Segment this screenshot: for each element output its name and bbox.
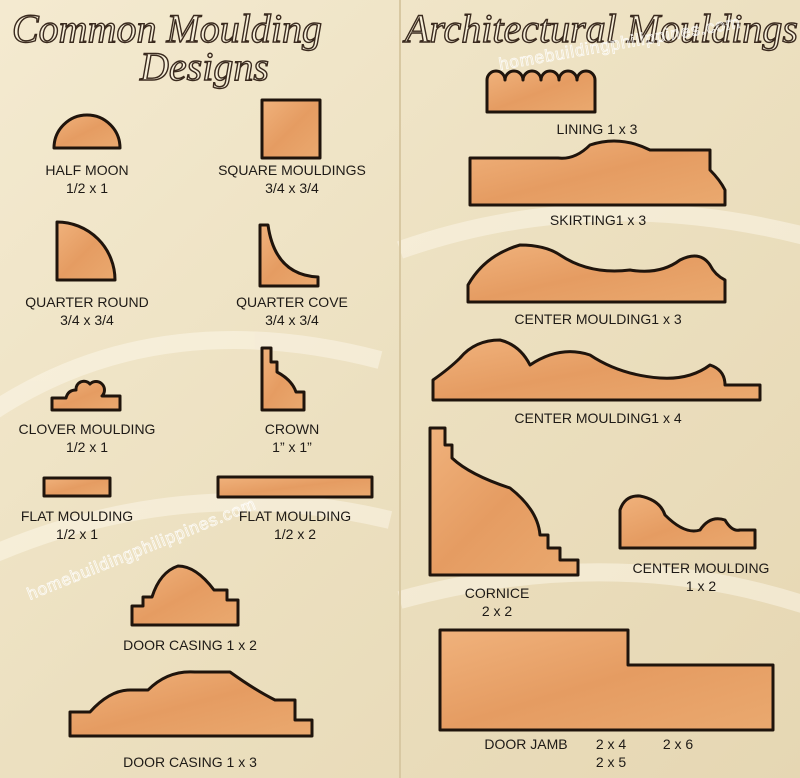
left-title: Designs — [139, 44, 269, 89]
item-name: DOOR CASING 1 x 2 — [123, 637, 257, 653]
item-size: 3/4 x 3/4 — [265, 180, 319, 196]
item-name: CENTER MOULDING — [633, 560, 770, 576]
left-title: Common Moulding — [12, 6, 322, 51]
item-name: DOOR CASING 1 x 3 — [123, 754, 257, 770]
item-name: CORNICE — [465, 585, 530, 601]
shapes — [42, 69, 775, 738]
item-size: 3/4 x 3/4 — [60, 312, 114, 328]
item-size: 2 x 6 — [663, 736, 694, 752]
item-name: FLAT MOULDING — [239, 508, 351, 524]
item-name: SKIRTING1 x 3 — [550, 212, 646, 228]
right-title: Architectural Mouldings — [402, 6, 798, 51]
item-name: SQUARE MOULDINGS — [218, 162, 366, 178]
item-name: CENTER MOULDING1 x 4 — [514, 410, 681, 426]
item-size: 1” x 1” — [272, 439, 312, 455]
item-name: CLOVER MOULDING — [19, 421, 156, 437]
item-size: 1/2 x 1 — [66, 180, 108, 196]
item-size: 2 x 5 — [596, 754, 627, 770]
item-size: 1 x 2 — [686, 578, 717, 594]
item-name: LINING 1 x 3 — [557, 121, 638, 137]
item-name: QUARTER ROUND — [25, 294, 148, 310]
item-size: 2 x 4 — [596, 736, 627, 752]
swirls — [0, 203, 800, 613]
item-size: 1/2 x 2 — [274, 526, 316, 542]
item-name: CENTER MOULDING1 x 3 — [514, 311, 681, 327]
item-name: QUARTER COVE — [236, 294, 348, 310]
item-size: 2 x 2 — [482, 603, 513, 619]
item-name: CROWN — [265, 421, 319, 437]
item-name: DOOR JAMB — [484, 736, 567, 752]
item-size: 3/4 x 3/4 — [265, 312, 319, 328]
item-name: HALF MOON — [45, 162, 128, 178]
labels: HALF MOON 1/2 x 1 SQUARE MOULDINGS 3/4 x… — [19, 121, 770, 770]
item-name: FLAT MOULDING — [21, 508, 133, 524]
item-size: 1/2 x 1 — [56, 526, 98, 542]
item-size: 1/2 x 1 — [66, 439, 108, 455]
